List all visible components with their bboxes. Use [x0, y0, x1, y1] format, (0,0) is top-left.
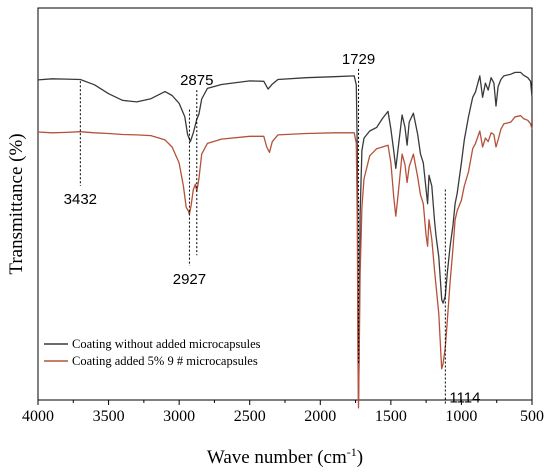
peak-label: 2875	[180, 72, 213, 89]
x-tick-label: 1500	[375, 408, 407, 425]
legend-label-0: Coating without added microcapsules	[72, 337, 261, 351]
series-line-0	[37, 71, 533, 402]
series-line-1	[37, 115, 533, 409]
x-axis-title-superscript: -1	[347, 445, 357, 459]
y-axis-title: Transmittance (%)	[6, 133, 27, 274]
peak-label: 2927	[173, 271, 206, 288]
x-axis-title-close: )	[357, 447, 363, 468]
x-tick-label: 1000	[445, 408, 477, 425]
series-layer	[37, 71, 533, 409]
x-axis-title-main: Wave number (cm	[207, 447, 347, 468]
x-tick-label: 2500	[234, 408, 266, 425]
x-tick-label: 3000	[163, 408, 195, 425]
x-axis-title: Wave number (cm-1)	[207, 445, 363, 468]
peak-label: 1114	[449, 389, 480, 406]
peak-label: 3432	[64, 191, 97, 208]
x-tick-label: 2000	[304, 408, 336, 425]
legend-label-1: Coating added 5% 9 # microcapsules	[72, 354, 258, 368]
x-tick-label: 500	[520, 408, 544, 425]
x-axis-ticks: 4000 3500 3000 2500 2000 1500 1000 500	[22, 400, 544, 425]
peak-annotations: 3432 2875 2927 1729 1114	[64, 51, 481, 406]
legend: Coating without added microcapsules Coat…	[44, 337, 261, 368]
peak-label: 1729	[342, 51, 375, 68]
x-tick-label: 3500	[93, 408, 125, 425]
x-tick-label: 4000	[22, 408, 54, 425]
